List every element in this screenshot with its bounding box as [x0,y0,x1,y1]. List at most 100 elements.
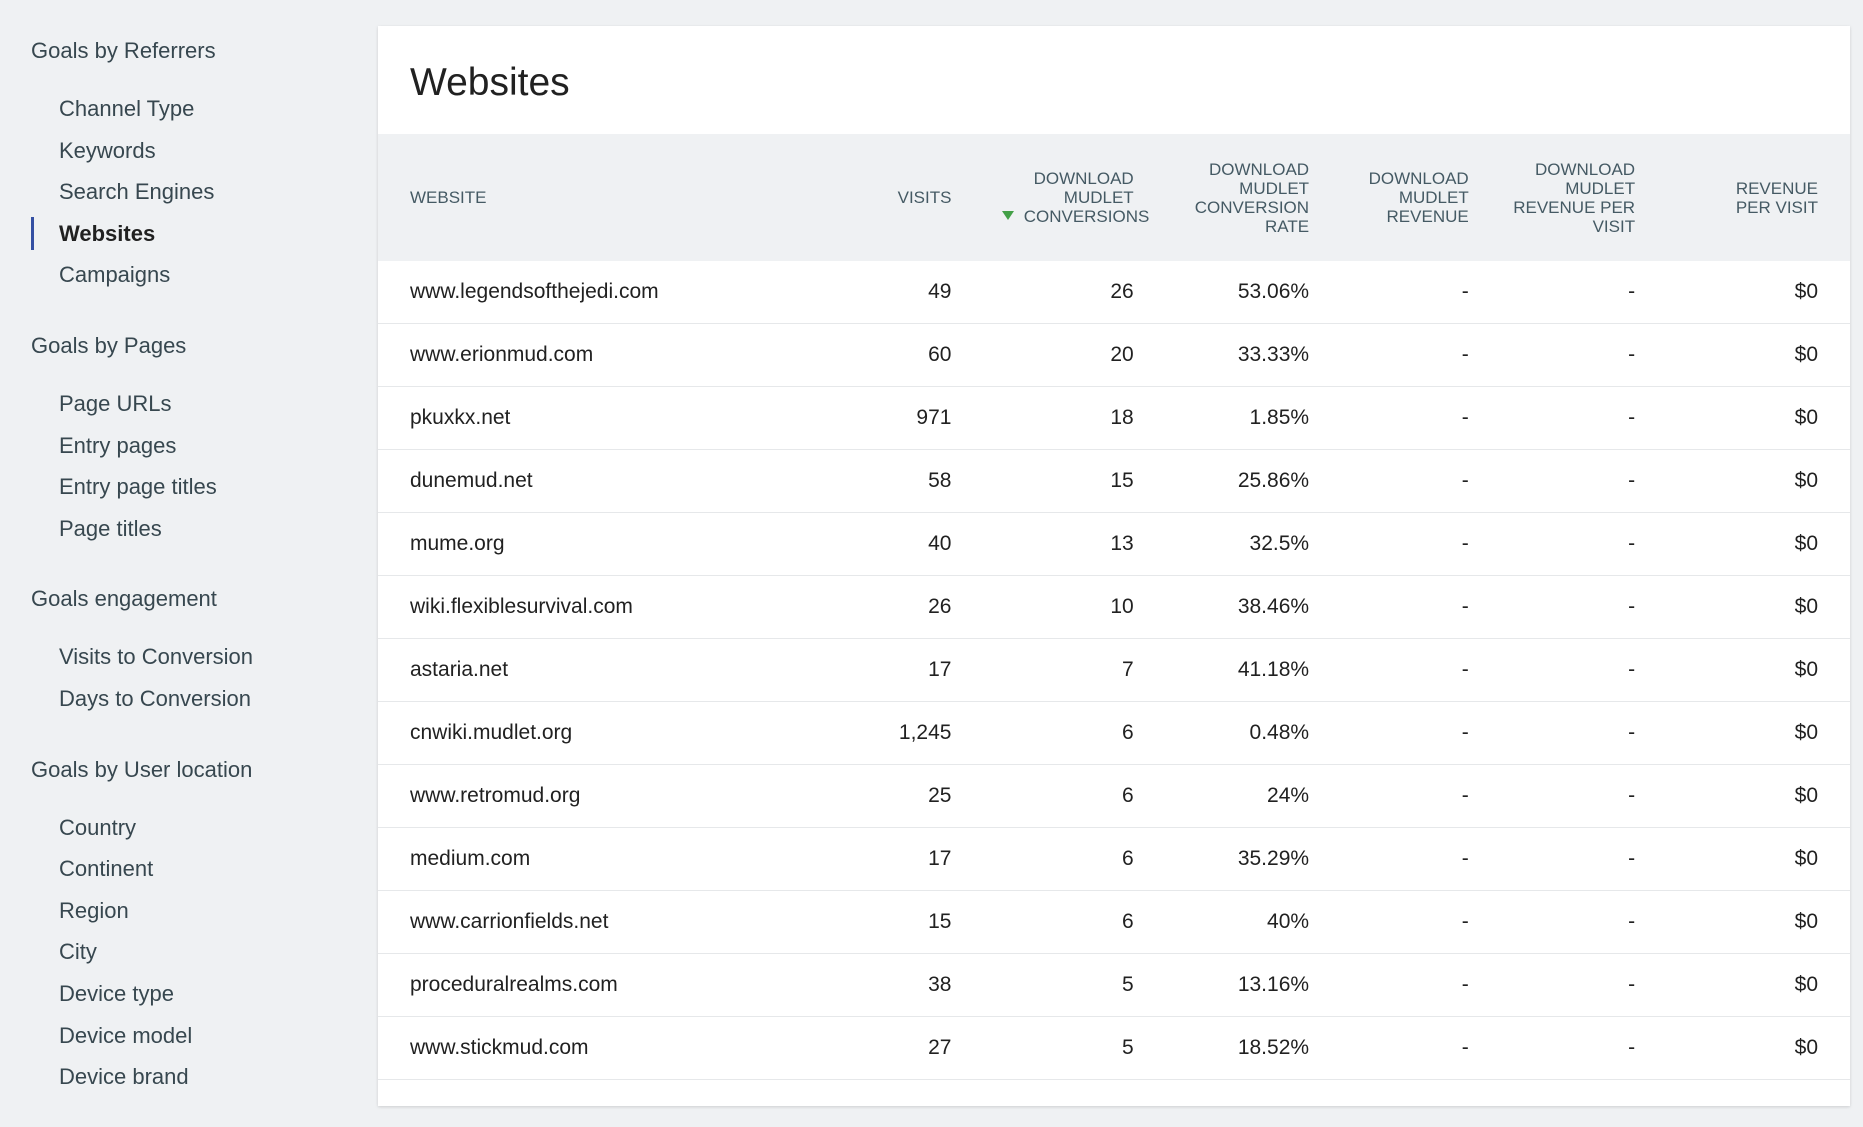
column-header[interactable]: DOWNLOAD MUDLET REVENUE PER VISIT [1468,134,1636,261]
table-cell: $0 [1635,827,1850,891]
nav-item[interactable]: Websites [0,213,370,255]
table-cell: 53.06% [1133,261,1310,324]
column-header-text: DOWNLOAD MUDLET REVENUE PER VISIT [1513,159,1636,236]
table-cell: $0 [1635,638,1850,702]
table-cell: 27 [802,1016,952,1080]
report-card: Websites WEBSITE VISITS DOWNLOAD MUDLET CO… [378,26,1850,1106]
report-title: Websites [410,61,570,104]
column-header[interactable]: DOWNLOAD MUDLET REVENUE [1309,134,1469,261]
table-row: www.erionmud.com 60 20 33.33% - - $0 [378,323,1850,387]
nav-item[interactable]: Keywords [59,137,156,163]
table-cell: - [1468,638,1636,702]
nav-item[interactable]: Continent [59,856,154,882]
nav-item[interactable]: Page URLs [59,390,172,416]
sort-indicator [1001,211,1014,220]
table-cell: 7 [951,638,1134,702]
table-cell: - [1468,449,1636,513]
table-row: medium.com 17 6 35.29% - - $0 [378,827,1850,891]
table-cell: 35.29% [1133,827,1310,891]
table-cell: $0 [1635,764,1850,828]
table-row: pkuxkx.net 971 18 1.85% - - $0 [378,386,1850,450]
table-cell: mume.org [378,512,803,576]
table-cell: 20 [951,323,1134,387]
table-cell: - [1468,575,1636,639]
nav-item[interactable]: Device brand [59,1064,189,1090]
nav-section: Goals engagement Visits to Conversion Days… [0,578,370,719]
table-cell: - [1309,953,1469,1017]
table-cell: - [1309,890,1469,954]
table-cell: 5 [951,1016,1134,1080]
page: Goals by Referrers Channel Type Keywords Se… [0,26,1850,1106]
table-cell: $0 [1635,1016,1850,1080]
nav-section-title: Goals by Pages [31,332,187,358]
table-row: dunemud.net 58 15 25.86% - - $0 [378,449,1850,513]
table-cell: 58 [802,449,952,513]
table-cell: 15 [802,890,952,954]
table-cell: - [1468,953,1636,1017]
table-cell: 6 [951,701,1134,765]
table-cell: www.carrionfields.net [378,890,803,954]
table-row: wiki.flexiblesurvival.com 26 10 38.46% - - $0 [378,575,1850,639]
table-cell: www.retromud.org [378,764,803,828]
table-cell: - [1468,764,1636,828]
table-cell: 17 [802,638,952,702]
table-cell: - [1309,827,1469,891]
nav-item[interactable]: Country [59,814,137,840]
nav-item[interactable]: City [59,939,97,965]
column-header-text: DOWNLOAD MUDLET REVENUE [1368,169,1469,226]
table-cell: 1.85% [1133,386,1310,450]
table-cell: www.legendsofthejedi.com [378,261,803,324]
table-cell: - [1468,890,1636,954]
table-cell: 49 [802,261,952,324]
table-cell: 13.16% [1133,953,1310,1017]
table-cell: wiki.flexiblesurvival.com [378,575,803,639]
table-cell: $0 [1635,890,1850,954]
table-cell: - [1309,701,1469,765]
nav-item[interactable]: Channel Type [59,96,195,121]
column-header[interactable]: REVENUE PER VISIT [1635,134,1850,261]
table-cell: 18.52% [1133,1016,1310,1080]
nav-item[interactable]: Days to Conversion [59,685,251,711]
nav-item[interactable]: Campaigns [59,262,171,288]
column-header-text: DOWNLOAD MUDLET CONVERSION RATE [1194,159,1310,236]
table-cell: 0.48% [1133,701,1310,765]
table-cell: proceduralrealms.com [378,953,803,1017]
column-header[interactable]: WEBSITE [378,134,803,261]
nav-item[interactable]: Device type [59,980,174,1006]
nav-item[interactable]: Entry page titles [59,474,217,500]
nav-section-title: Goals by Referrers [31,38,216,63]
table-row: www.stickmud.com 27 5 18.52% - - $0 [378,1016,1850,1080]
table-cell: - [1309,1016,1469,1080]
table-cell: 38.46% [1133,575,1310,639]
table-cell: - [1468,261,1636,324]
table-cell: - [1468,323,1636,387]
nav-item[interactable]: Device model [59,1022,193,1048]
nav-item[interactable]: Region [59,897,129,923]
table-body: www.legendsofthejedi.com 49 26 53.06% - - $0 ww… [378,261,1850,1080]
table-cell: 26 [951,261,1134,324]
table-cell: $0 [1635,701,1850,765]
table-cell: www.erionmud.com [378,323,803,387]
table-row: www.legendsofthejedi.com 49 26 53.06% - - $0 [378,261,1850,324]
column-header[interactable]: DOWNLOAD MUDLET CONVERSION RATE [1133,134,1310,261]
table-cell: 1,245 [802,701,952,765]
nav-item[interactable]: Search Engines [59,179,215,205]
nav-section: Goals by Pages Page URLs Entry pages Entry … [0,325,370,549]
header-row: WEBSITE VISITS DOWNLOAD MUDLET CONVERSIONS… [378,134,1850,261]
column-header[interactable]: DOWNLOAD MUDLET CONVERSIONS [951,134,1149,261]
table-cell: 33.33% [1133,323,1310,387]
column-header-text: VISITS [897,188,952,207]
nav-item[interactable]: Entry pages [59,432,177,458]
table-cell: 6 [951,890,1134,954]
table-cell: - [1468,386,1636,450]
nav-item[interactable]: Page titles [59,515,162,541]
table-cell: - [1309,449,1469,513]
nav-item[interactable]: Visits to Conversion [59,644,254,670]
table-cell: - [1309,638,1469,702]
table-cell: 24% [1133,764,1310,828]
table-cell: pkuxkx.net [378,386,803,450]
column-header[interactable]: VISITS [802,134,952,261]
table-cell: $0 [1635,575,1850,639]
table-cell: - [1309,764,1469,828]
column-header-text: WEBSITE [410,188,487,207]
